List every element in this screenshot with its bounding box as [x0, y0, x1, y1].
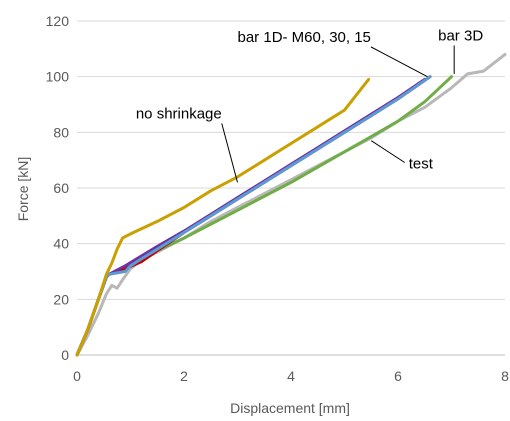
annotation-label: test — [409, 156, 434, 173]
annotation-leader-line — [370, 46, 428, 78]
annotation-leader-line — [221, 123, 238, 183]
y-tick-label: 120 — [46, 13, 70, 29]
y-tick-label: 100 — [46, 69, 70, 85]
annotation-label: bar 1D- M60, 30, 15 — [238, 29, 371, 46]
series-line-bar-3d — [75, 75, 453, 357]
annotation-label: no shrinkage — [136, 105, 222, 122]
y-tick-label: 40 — [53, 236, 69, 252]
y-axis-title: Force [kN] — [15, 157, 31, 222]
annotation-leader-line — [370, 140, 405, 163]
series-line-no-shrinkage — [75, 77, 371, 357]
y-tick-label: 20 — [53, 291, 69, 307]
series-line-m60 — [75, 75, 432, 357]
axes: 0 20 40 60 80 100 120 0 2 4 6 8 — [46, 13, 509, 384]
series-line-test — [75, 52, 507, 357]
x-tick-label: 4 — [287, 368, 295, 384]
x-tick-label: 0 — [73, 368, 81, 384]
series-line-30 — [75, 77, 427, 357]
series-line-15 — [75, 75, 432, 357]
annotation-label: bar 3D — [438, 27, 483, 44]
x-tick-label: 6 — [394, 368, 402, 384]
series-lines — [75, 52, 507, 357]
y-tick-label: 80 — [53, 124, 69, 140]
x-axis-title: Displacement [mm] — [230, 400, 350, 416]
y-tick-label: 60 — [53, 180, 69, 196]
annotations: no shrinkage bar 1D- M60, 30, 15 bar 3D tes… — [136, 27, 483, 183]
y-tick-label: 0 — [61, 347, 69, 363]
x-tick-label: 8 — [501, 368, 509, 384]
x-tick-label: 2 — [180, 368, 188, 384]
gridlines — [77, 20, 505, 300]
